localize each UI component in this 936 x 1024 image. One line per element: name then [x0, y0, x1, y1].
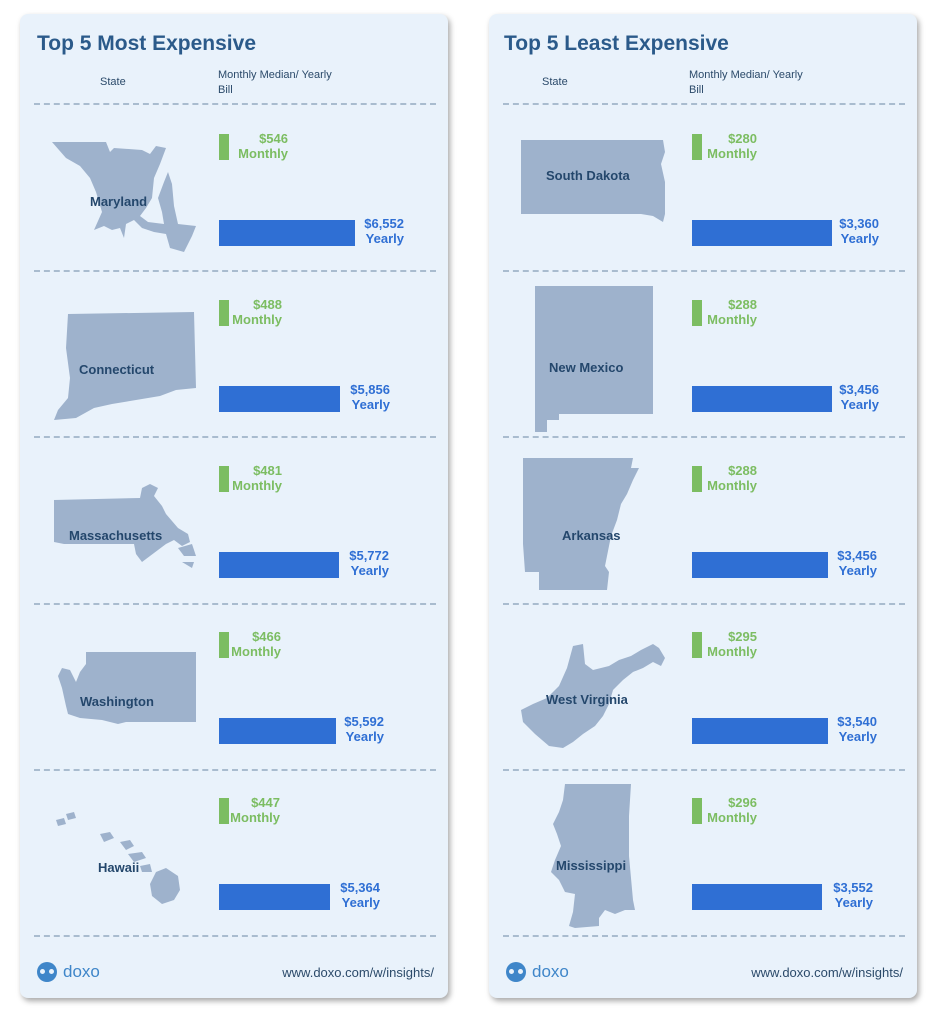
state-row-south-dakota: South Dakota $280 Monthly $3,360 Yearly: [489, 106, 917, 272]
footer-url-link[interactable]: www.doxo.com/w/insights/: [751, 965, 903, 980]
monthly-value: $447 Monthly: [230, 795, 280, 825]
state-row-washington: Washington $466 Monthly $5,592 Yearly: [20, 604, 448, 770]
arkansas-map-icon: [523, 458, 639, 590]
monthly-value: $488 Monthly: [232, 297, 282, 327]
yearly-bar: [219, 718, 336, 744]
column-header-bill: Monthly Median/ Yearly Bill: [218, 69, 332, 96]
west-virginia-map-icon: [521, 644, 665, 748]
divider: [503, 270, 905, 272]
state-row-arkansas: Arkansas $288 Monthly $3,456 Yearly: [489, 438, 917, 604]
monthly-value: $481 Monthly: [232, 463, 282, 493]
divider: [34, 103, 436, 105]
monthly-value: $295 Monthly: [707, 629, 757, 659]
hawaii-map-icon: [56, 812, 180, 904]
connecticut-map-icon: [54, 312, 196, 420]
state-row-maryland: Maryland $546 Monthly $6,552 Yearly: [20, 106, 448, 272]
yearly-bar: [692, 718, 828, 744]
state-row-mississippi: Mississippi $296 Monthly $3,552 Yearly: [489, 770, 917, 936]
doxo-logo-icon: [37, 962, 57, 982]
divider: [503, 603, 905, 605]
yearly-bar: [692, 552, 828, 578]
state-label: Maryland: [90, 194, 148, 209]
monthly-bar: [692, 300, 702, 326]
massachusetts-map-icon: [54, 484, 196, 568]
monthly-bar: [219, 632, 229, 658]
most-expensive-panel: Top 5 Most Expensive State Monthly Media…: [20, 14, 448, 998]
monthly-bar: [219, 466, 229, 492]
state-row-new-mexico: New Mexico $288 Monthly $3,456 Yearly: [489, 272, 917, 438]
state-label: Mississippi: [556, 858, 627, 873]
divider: [34, 769, 436, 771]
divider: [34, 270, 436, 272]
yearly-value: $3,540 Yearly: [837, 714, 877, 744]
divider: [34, 436, 436, 438]
monthly-value: $280 Monthly: [707, 131, 757, 161]
doxo-logo[interactable]: doxo: [506, 962, 569, 982]
doxo-logo[interactable]: doxo: [37, 962, 100, 982]
monthly-value: $296 Monthly: [707, 795, 757, 825]
state-label: New Mexico: [549, 360, 624, 375]
state-label: Washington: [80, 694, 154, 709]
yearly-value: $3,456 Yearly: [837, 548, 877, 578]
yearly-value: $6,552 Yearly: [364, 216, 404, 246]
monthly-bar: [219, 300, 229, 326]
south-dakota-map-icon: [521, 140, 665, 222]
panel-title: Top 5 Least Expensive: [504, 32, 729, 55]
monthly-bar: [692, 466, 702, 492]
yearly-value: $3,552 Yearly: [833, 880, 873, 910]
state-label: Arkansas: [562, 528, 621, 543]
footer-url-link[interactable]: www.doxo.com/w/insights/: [282, 965, 434, 980]
panel-title: Top 5 Most Expensive: [37, 32, 256, 55]
yearly-bar: [692, 386, 832, 412]
monthly-bar: [692, 798, 702, 824]
column-header-state: State: [100, 76, 126, 88]
state-row-connecticut: Connecticut $488 Monthly $5,856 Yearly: [20, 272, 448, 438]
washington-map-icon: [58, 652, 196, 724]
divider: [503, 103, 905, 105]
least-expensive-panel: Top 5 Least Expensive State Monthly Medi…: [489, 14, 917, 998]
divider: [503, 769, 905, 771]
monthly-value: $466 Monthly: [231, 629, 281, 659]
state-label: Connecticut: [79, 362, 155, 377]
state-label: Hawaii: [98, 860, 140, 875]
yearly-value: $5,592 Yearly: [344, 714, 384, 744]
monthly-bar: [692, 632, 702, 658]
yearly-bar: [219, 884, 330, 910]
yearly-value: $5,364 Yearly: [340, 880, 380, 910]
divider: [503, 935, 905, 937]
yearly-value: $5,772 Yearly: [349, 548, 389, 578]
divider: [34, 603, 436, 605]
yearly-bar: [219, 552, 339, 578]
state-label: South Dakota: [546, 168, 630, 183]
yearly-bar: [692, 884, 822, 910]
monthly-value: $288 Monthly: [707, 463, 757, 493]
yearly-bar: [219, 386, 340, 412]
yearly-bar: [219, 220, 355, 246]
column-header-state: State: [542, 76, 568, 88]
yearly-bar: [692, 220, 832, 246]
state-row-west-virginia: West Virginia $295 Monthly $3,540 Yearly: [489, 604, 917, 770]
divider: [34, 935, 436, 937]
maryland-map-icon: [52, 142, 196, 252]
yearly-value: $3,456 Yearly: [839, 382, 879, 412]
state-label: Massachusetts: [69, 528, 163, 543]
monthly-value: $546 Monthly: [238, 131, 288, 161]
yearly-value: $3,360 Yearly: [839, 216, 879, 246]
yearly-value: $5,856 Yearly: [350, 382, 390, 412]
column-header-bill: Monthly Median/ Yearly Bill: [689, 69, 803, 96]
mississippi-map-icon: [551, 784, 635, 928]
divider: [503, 436, 905, 438]
monthly-bar: [692, 134, 702, 160]
monthly-value: $288 Monthly: [707, 297, 757, 327]
doxo-logo-icon: [506, 962, 526, 982]
monthly-bar: [219, 798, 229, 824]
state-row-hawaii: Hawaii $447 Monthly $5,364 Yearly: [20, 770, 448, 936]
state-label: West Virginia: [546, 692, 628, 707]
state-row-massachusetts: Massachusetts $481 Monthly $5,772 Yearly: [20, 438, 448, 604]
monthly-bar: [219, 134, 229, 160]
new-mexico-map-icon: [535, 286, 653, 432]
